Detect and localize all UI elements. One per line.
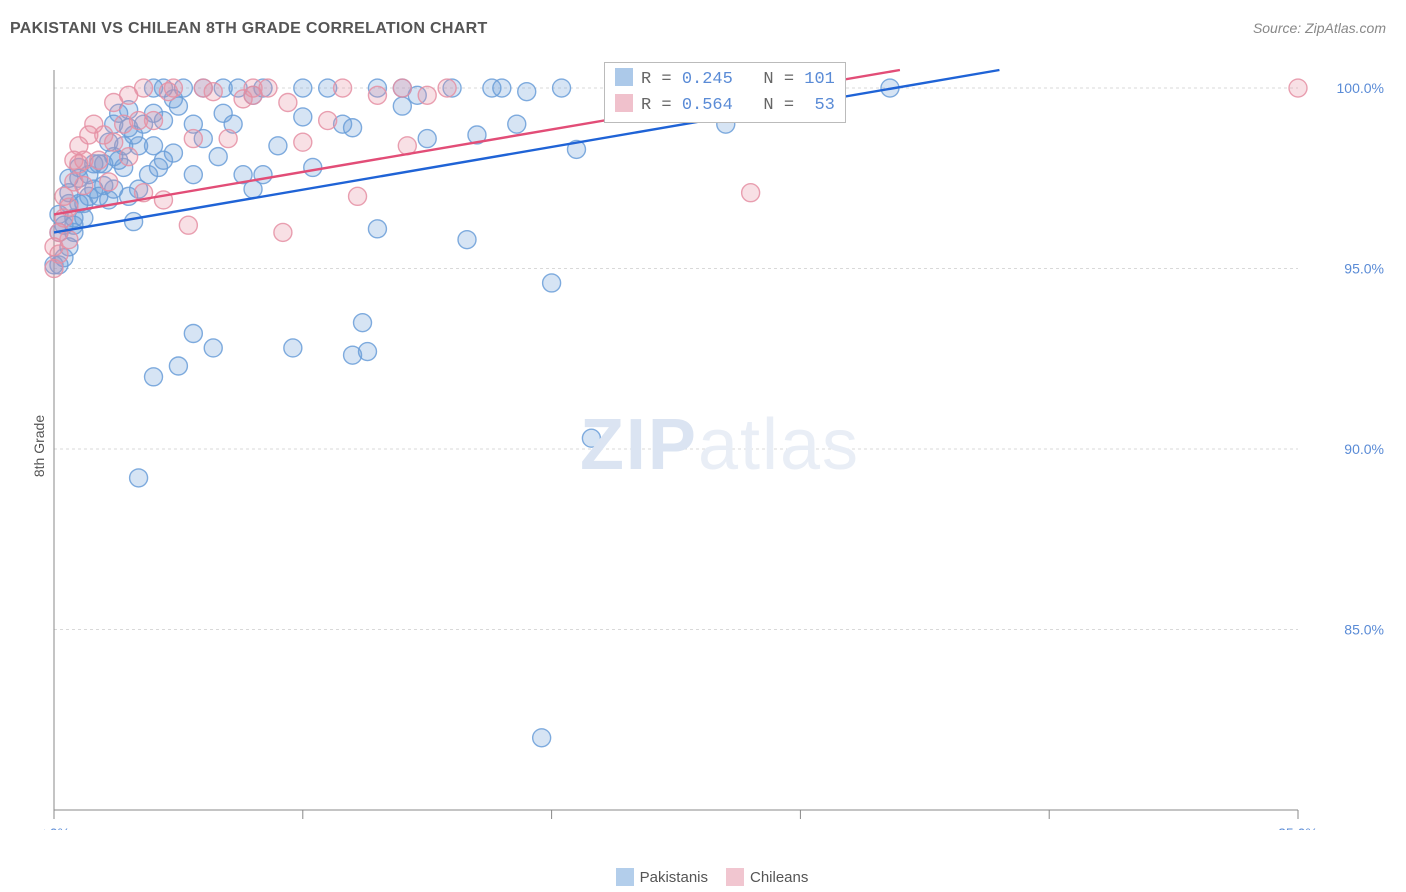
scatter-point [284, 339, 302, 357]
scatter-point [508, 115, 526, 133]
scatter-point [90, 151, 108, 169]
scatter-point [553, 79, 571, 97]
scatter-point [184, 166, 202, 184]
scatter-point [269, 137, 287, 155]
scatter-point [1289, 79, 1307, 97]
scatter-point [279, 93, 297, 111]
scatter-point [334, 79, 352, 97]
y-tick-label: 85.0% [1344, 622, 1384, 638]
scatter-point [742, 184, 760, 202]
source-attribution: Source: ZipAtlas.com [1253, 20, 1386, 36]
x-tick-label: 0.0% [44, 825, 70, 830]
stats-row: R = 0.245 N = 101 [615, 67, 835, 93]
legend-swatch [726, 868, 744, 886]
scatter-point [164, 79, 182, 97]
scatter-point [368, 86, 386, 104]
scatter-point [130, 469, 148, 487]
scatter-point [120, 148, 138, 166]
scatter-point [349, 187, 367, 205]
scatter-point [145, 112, 163, 130]
scatter-point [60, 231, 78, 249]
scatter-point [179, 216, 197, 234]
scatter-point [169, 357, 187, 375]
legend-swatch [616, 868, 634, 886]
stats-row: R = 0.564 N = 53 [615, 93, 835, 119]
scatter-point [418, 130, 436, 148]
scatter-point [219, 130, 237, 148]
scatter-point [164, 144, 182, 162]
scatter-point [209, 148, 227, 166]
scatter-point [125, 213, 143, 231]
scatter-point [393, 79, 411, 97]
legend-swatch [615, 68, 633, 86]
chart-title: PAKISTANI VS CHILEAN 8TH GRADE CORRELATI… [10, 20, 488, 38]
scatter-point [518, 83, 536, 101]
scatter-point [319, 112, 337, 130]
scatter-point [368, 220, 386, 238]
scatter-point [418, 86, 436, 104]
scatter-point [75, 177, 93, 195]
scatter-point [145, 368, 163, 386]
scatter-point [438, 79, 456, 97]
scatter-point [493, 79, 511, 97]
scatter-point [184, 130, 202, 148]
legend-label: Pakistanis [640, 869, 708, 886]
scatter-point [274, 223, 292, 241]
y-tick-label: 90.0% [1344, 441, 1384, 457]
scatter-point [184, 325, 202, 343]
scatter-point [294, 79, 312, 97]
scatter-point [294, 133, 312, 151]
scatter-chart-svg: 85.0% 90.0% 95.0% 100.0% 0.0% 25.0% [44, 60, 1396, 830]
y-tick-label: 100.0% [1337, 80, 1384, 96]
scatter-point [204, 83, 222, 101]
scatter-point [259, 79, 277, 97]
x-tick-label: 25.0% [1278, 825, 1318, 830]
scatter-point [354, 314, 372, 332]
scatter-point [304, 158, 322, 176]
scatter-point [358, 343, 376, 361]
scatter-point [344, 119, 362, 137]
scatter-point [458, 231, 476, 249]
scatter-point [135, 79, 153, 97]
legend-swatch [615, 94, 633, 112]
scatter-point [533, 729, 551, 747]
scatter-point [100, 173, 118, 191]
y-tick-label: 95.0% [1344, 261, 1384, 277]
bottom-legend: Pakistanis Chileans [0, 868, 1406, 886]
scatter-point [204, 339, 222, 357]
legend-label: Chileans [750, 869, 808, 886]
scatter-point [393, 97, 411, 115]
scatter-point [294, 108, 312, 126]
chart-area: ZIPatlas 85.0%90.0%95.0%100.0%0.0%25.0% … [44, 60, 1396, 830]
correlation-stats-box: R = 0.245 N = 101R = 0.564 N = 53 [604, 62, 846, 123]
scatter-point [105, 133, 123, 151]
scatter-point [582, 429, 600, 447]
scatter-point [543, 274, 561, 292]
